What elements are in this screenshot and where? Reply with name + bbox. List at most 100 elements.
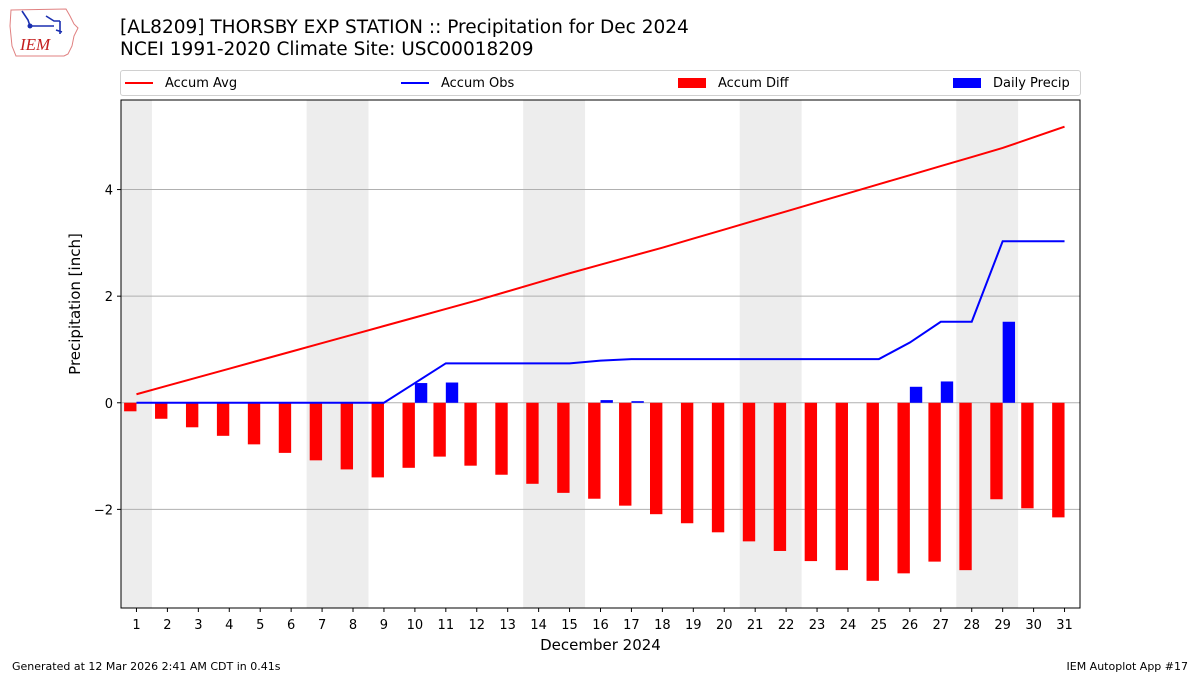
y-axis: −2 0 2 4	[94, 184, 121, 518]
accum-diff-bar	[495, 402, 508, 475]
x-tick-label: 6	[287, 618, 295, 633]
x-tick-label: 30	[1025, 618, 1042, 633]
x-tick-label: 25	[871, 618, 888, 633]
x-tick-label: 10	[407, 618, 424, 633]
x-tick-label: 15	[561, 618, 578, 633]
x-tick-label: 7	[318, 618, 326, 633]
x-tick-label: 3	[194, 618, 202, 633]
accum-diff-bar	[278, 402, 292, 453]
daily-precip-bar	[909, 386, 923, 403]
legend-label: Daily Precip	[993, 75, 1070, 91]
accum-diff-bar	[155, 402, 168, 419]
legend-swatch	[401, 82, 429, 84]
accum-diff-bar	[928, 402, 941, 562]
x-tick-label: 14	[530, 618, 547, 633]
x-tick-label: 4	[225, 618, 233, 633]
accum-diff-bar	[588, 402, 601, 499]
weekend-band	[121, 100, 152, 608]
accum-diff-bar	[185, 402, 199, 428]
daily-precip-bar	[600, 400, 613, 403]
daily-precip-bar	[1002, 321, 1016, 403]
daily-precip-bar	[414, 383, 428, 403]
accum-diff-bar	[433, 402, 446, 457]
generated-timestamp: Generated at 12 Mar 2026 2:41 AM CDT in …	[12, 660, 281, 673]
accum-diff-bar	[959, 402, 972, 571]
legend-item-accum-diff: Accum Diff	[678, 71, 789, 95]
legend: Accum Avg Accum Obs Accum Diff Daily Pre…	[120, 70, 1081, 96]
accum-diff-bar	[990, 402, 1003, 500]
x-tick-label: 5	[256, 618, 264, 633]
accum-diff-bar	[557, 402, 570, 493]
accum-diff-bar	[526, 402, 539, 484]
weekend-band	[523, 100, 586, 608]
x-tick-label: 8	[349, 618, 357, 633]
accum-diff-bar	[773, 402, 787, 551]
accum-diff-bar	[649, 402, 663, 515]
legend-swatch	[953, 78, 981, 88]
bars	[124, 321, 1065, 581]
legend-item-accum-avg: Accum Avg	[125, 71, 237, 95]
lines	[136, 125, 1065, 404]
x-tick-label: 24	[840, 618, 857, 633]
accum-diff-bar	[216, 402, 230, 436]
chart-subtitle: NCEI 1991-2020 Climate Site: USC00018209	[120, 39, 534, 60]
daily-precip-bar	[940, 381, 954, 403]
iem-logo: IEM	[9, 8, 79, 57]
accum-diff-bar	[402, 402, 415, 468]
accum-diff-bar	[866, 402, 879, 581]
accum-diff-bar	[742, 402, 756, 542]
x-tick-label: 17	[623, 618, 640, 633]
x-tick-label: 28	[963, 618, 980, 633]
x-axis-label: December 2024	[540, 636, 661, 654]
accum-obs-line	[136, 240, 1065, 404]
weekend-band	[306, 100, 369, 608]
y-tick-label: 2	[105, 290, 113, 305]
x-tick-label: 12	[468, 618, 485, 633]
x-tick-label: 20	[716, 618, 733, 633]
accum-diff-bar	[340, 402, 354, 470]
accum-diff-bar	[1021, 402, 1034, 509]
x-tick-label: 19	[685, 618, 702, 633]
accum-diff-bar	[309, 402, 323, 461]
x-tick-label: 16	[592, 618, 609, 633]
legend-item-daily-precip: Daily Precip	[953, 71, 1070, 95]
accum-diff-bar	[680, 402, 694, 524]
app-credit: IEM Autoplot App #17	[1066, 660, 1189, 673]
chart-title: [AL8209] THORSBY EXP STATION :: Precipit…	[120, 17, 689, 38]
legend-label: Accum Diff	[718, 75, 789, 91]
x-tick-label: 27	[933, 618, 950, 633]
y-tick-label: 0	[105, 397, 113, 412]
accum-diff-bar	[371, 402, 384, 478]
x-axis: 1 2 3 4 5 6 7 8 9 10 11 12 13 14 15 16 17 18 19 20 21 22 23 24 2…	[132, 608, 1073, 633]
legend-swatch	[678, 78, 706, 88]
legend-label: Accum Avg	[165, 75, 238, 91]
accum-diff-bar	[897, 402, 910, 574]
x-tick-label: 26	[902, 618, 919, 633]
accum-diff-bar	[835, 402, 848, 571]
y-axis-label: Precipitation [inch]	[66, 233, 84, 375]
y-tick-label: −2	[94, 503, 113, 518]
iowa-outline	[9, 8, 79, 57]
daily-precip-bar	[445, 382, 459, 403]
weekend-shading	[121, 100, 1019, 608]
y-tick-label: 4	[105, 184, 113, 199]
x-tick-label: 29	[994, 618, 1011, 633]
legend-item-accum-obs: Accum Obs	[401, 71, 514, 95]
x-tick-label: 11	[438, 618, 455, 633]
x-tick-label: 22	[778, 618, 795, 633]
x-tick-label: 18	[654, 618, 671, 633]
x-tick-label: 2	[163, 618, 171, 633]
daily-precip-bar	[631, 401, 644, 403]
x-tick-label: 9	[380, 618, 388, 633]
logo-text: IEM	[19, 35, 51, 54]
legend-label: Accum Obs	[441, 75, 515, 91]
accum-diff-bar	[619, 402, 632, 506]
accum-diff-bar	[464, 402, 477, 466]
x-tick-label: 21	[747, 618, 764, 633]
accum-avg-line	[136, 125, 1065, 396]
accum-diff-bar	[1052, 402, 1065, 518]
legend-swatch	[125, 82, 153, 84]
accum-diff-bar	[804, 402, 818, 562]
weather-instrument-icon	[21, 10, 63, 34]
x-tick-label: 31	[1056, 618, 1073, 633]
